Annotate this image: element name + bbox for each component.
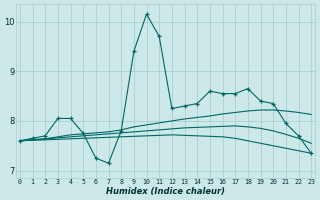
X-axis label: Humidex (Indice chaleur): Humidex (Indice chaleur) xyxy=(106,187,225,196)
